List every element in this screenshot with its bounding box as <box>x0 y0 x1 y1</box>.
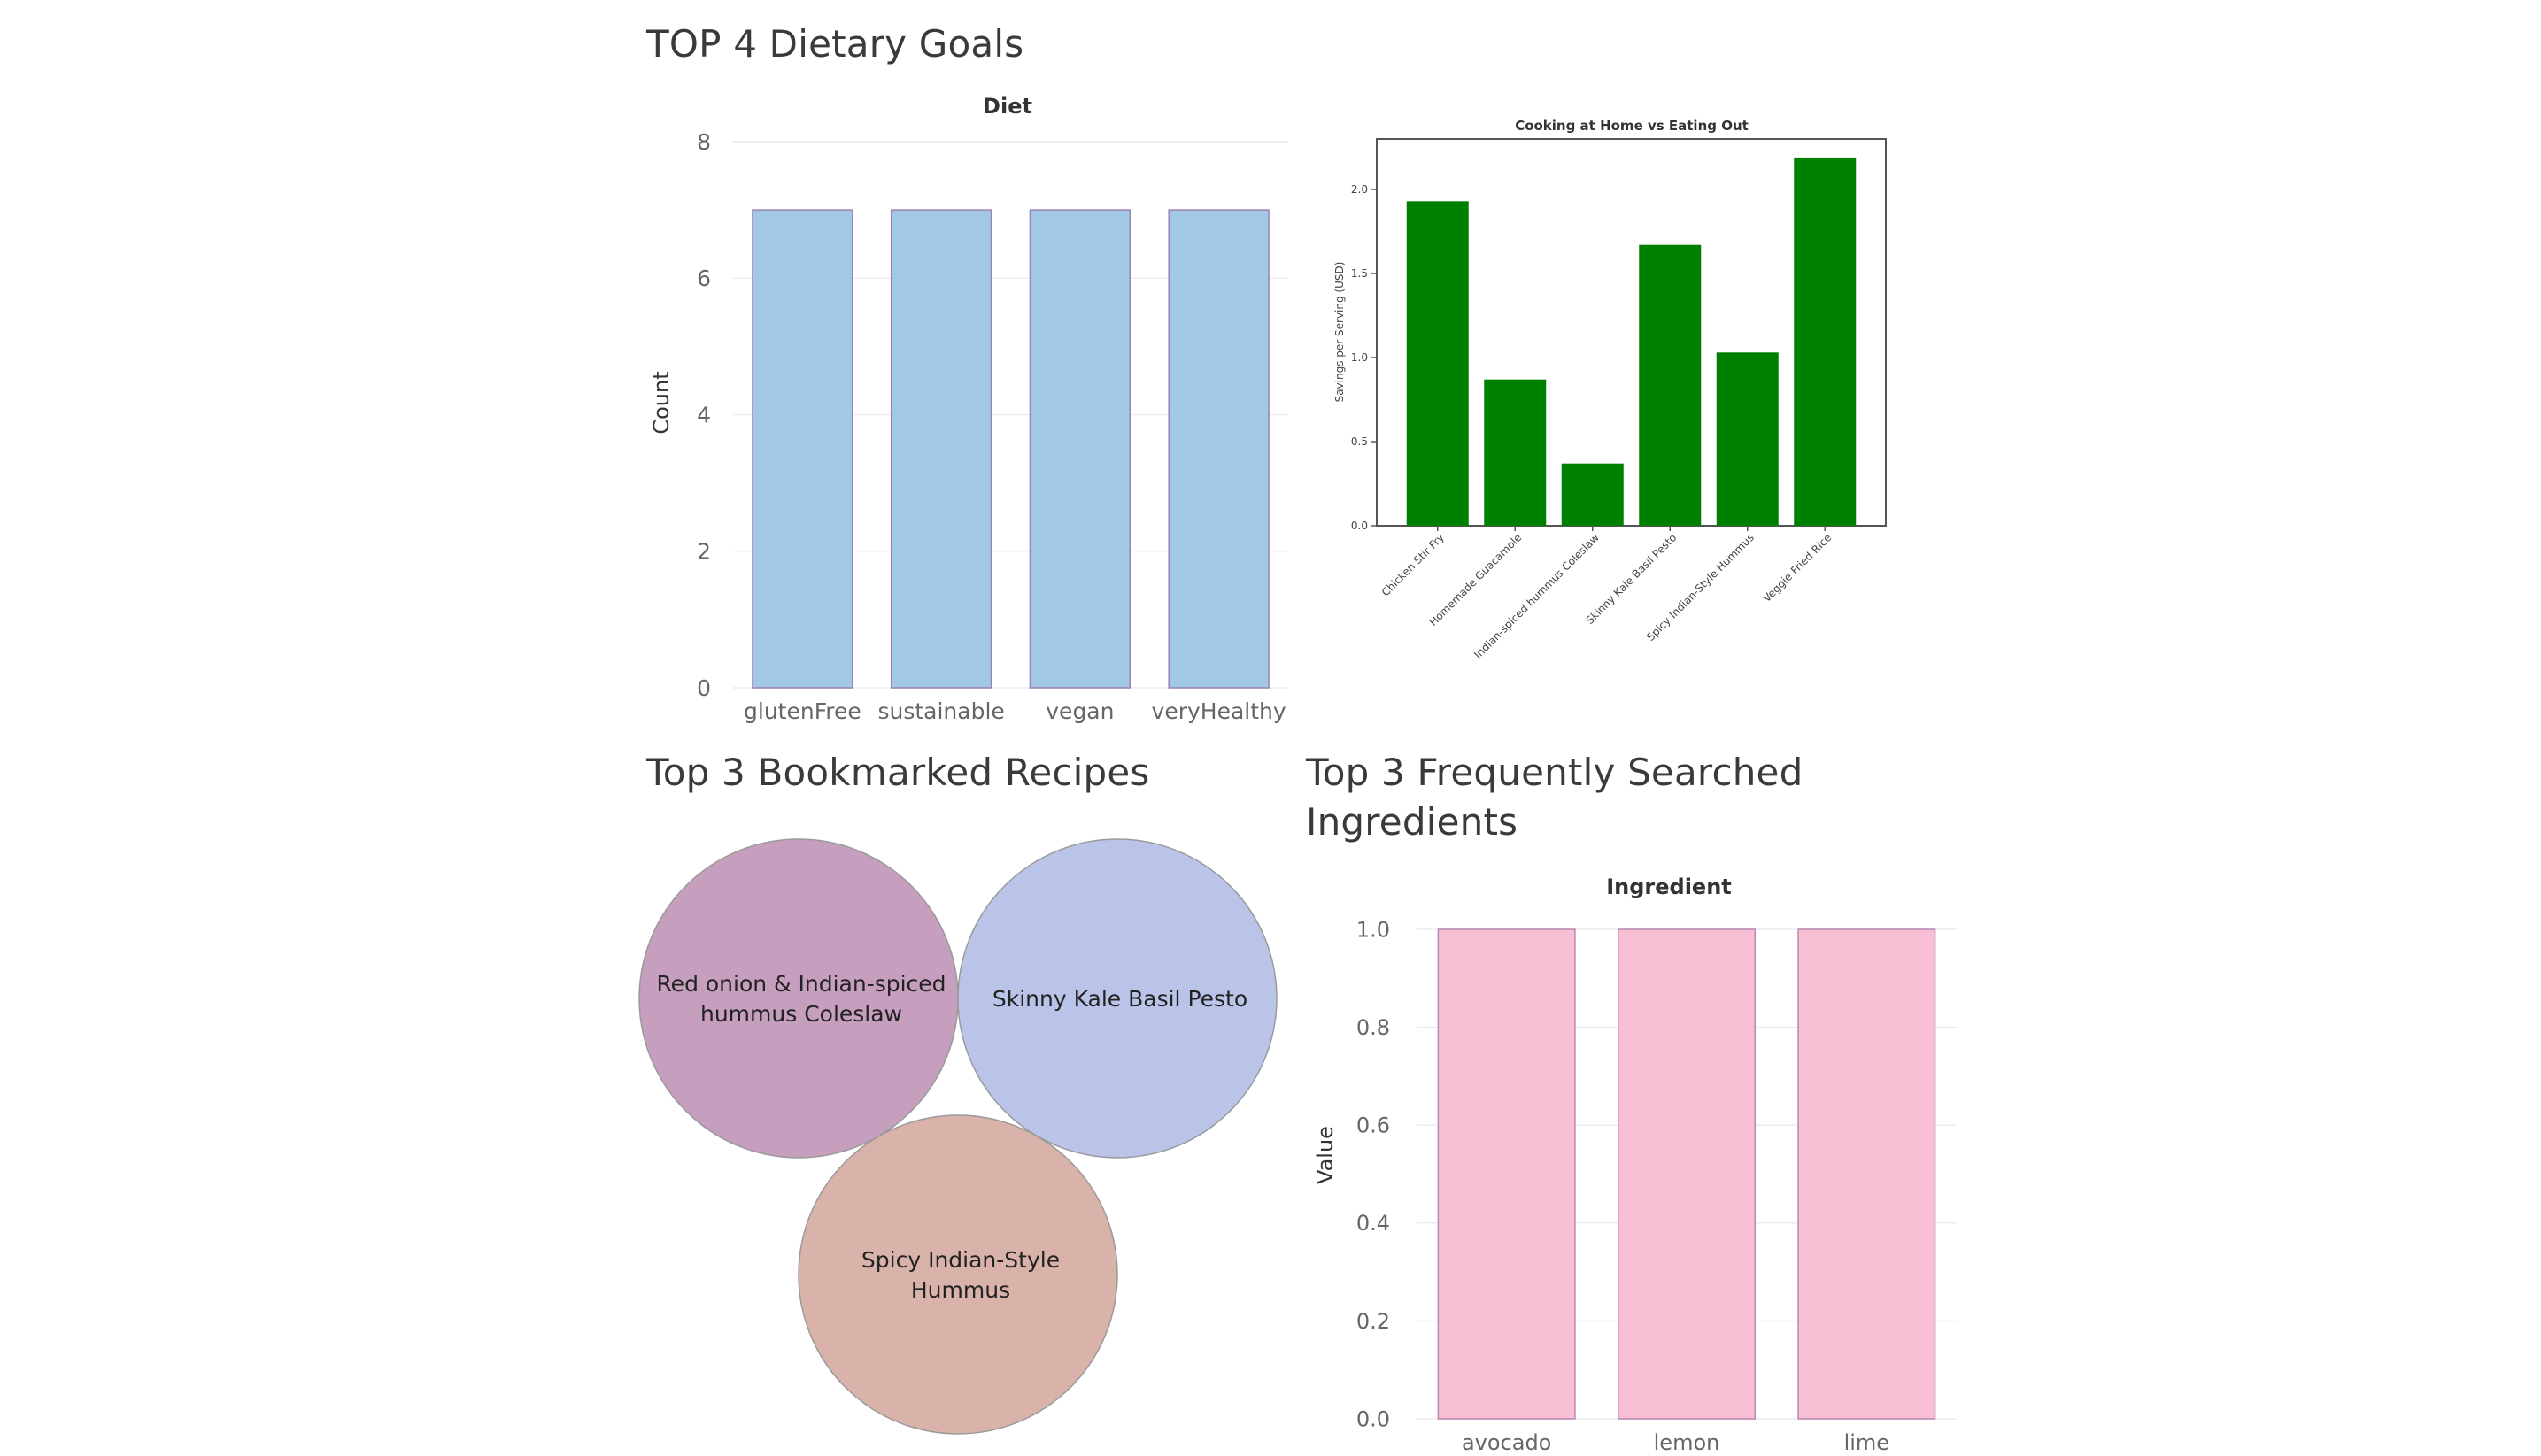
savings-y-tick-label: 2.0 <box>1351 183 1368 196</box>
savings-y-tick-label: 0.5 <box>1351 435 1368 448</box>
bookmark-bubble-label: hummus Coleslaw <box>700 1001 902 1027</box>
savings-chart-title: Cooking at Home vs Eating Out <box>1515 118 1749 134</box>
ingredients-y-tick-label: 0.8 <box>1356 1015 1390 1040</box>
ingredients-x-tick-label: avocado <box>1462 1430 1551 1455</box>
savings-bar-veggie-fried-rice <box>1794 157 1857 526</box>
diet-y-tick-label: 6 <box>697 266 711 291</box>
savings-bar-spicy-indian-style-hummus <box>1716 352 1779 526</box>
savings-plot-frame <box>1376 138 1887 527</box>
savings-y-tick-label: 1.5 <box>1351 267 1368 280</box>
bookmark-bubble-label: Red onion & Indian-spiced <box>656 971 946 997</box>
ingredients-y-tick-label: 0.4 <box>1356 1211 1390 1236</box>
diet-chart: Diet Count 0 2 4 6 8 glutenFree sustainable ve… <box>649 94 1288 724</box>
diet-y-tick-label: 0 <box>697 675 711 701</box>
savings-y-tick-label: 0.0 <box>1351 520 1368 532</box>
savings-x-tick-label: Veggie Fried Rice <box>1760 531 1834 605</box>
savings-bar-chicken-stir-fry <box>1406 201 1469 527</box>
diet-x-tick-label: sustainable <box>877 698 1004 724</box>
savings-x-tick-label: Chicken Stir Fry <box>1379 531 1447 598</box>
bookmark-bubble-label: Spicy Indian-Style <box>861 1247 1060 1273</box>
bookmark-bubble-label: Skinny Kale Basil Pesto <box>992 986 1247 1012</box>
diet-y-tick-label: 8 <box>697 129 711 155</box>
ingredients-x-tick-label: lime <box>1844 1430 1889 1455</box>
savings-bar-homemade-guacamole <box>1484 379 1547 526</box>
diet-bar-sustainable <box>890 209 992 689</box>
bookmarks-bubble-chart: Red onion & Indian-spiced hummus Coleslaw… <box>638 838 1278 1435</box>
diet-x-tick-label: glutenFree <box>744 698 861 724</box>
ingredients-bar-avocado <box>1437 928 1576 1420</box>
diet-chart-title: Diet <box>983 94 1032 119</box>
ingredients-chart-title: Ingredient <box>1606 874 1732 899</box>
ingredients-bar-lime <box>1797 928 1936 1420</box>
dietary-goals-title: TOP 4 Dietary Goals <box>646 22 1024 65</box>
diet-bar-veryhealthy <box>1168 209 1270 689</box>
savings-y-tick-label: 1.0 <box>1351 351 1368 364</box>
ingredients-y-tick-label: 0.6 <box>1356 1113 1390 1138</box>
diet-y-axis-label: Count <box>649 371 674 434</box>
savings-bar-skinny-kale-basil-pesto <box>1639 244 1702 526</box>
savings-y-axis-label: Savings per Serving (USD) <box>1333 262 1346 403</box>
savings-x-tick-label: Skinny Kale Basil Pesto <box>1584 531 1680 627</box>
savings-bar-red-onion-indian-spiced-hummus-coleslaw <box>1561 463 1624 526</box>
diet-bar-glutenfree <box>752 209 853 689</box>
ingredients-chart: Ingredient Value 0.0 0.2 0.4 0.6 0.8 1.0 avoc… <box>1313 874 1957 1455</box>
ingredients-x-tick-label: lemon <box>1654 1430 1720 1455</box>
diet-bar-vegan <box>1029 209 1131 689</box>
diet-x-tick-label: vegan <box>1046 698 1114 724</box>
ingredients-y-tick-label: 0.0 <box>1356 1406 1390 1431</box>
ingredients-bar-lemon <box>1617 928 1757 1420</box>
ingredients-y-tick-label: 0.2 <box>1356 1309 1390 1334</box>
bookmark-bubble-3 <box>798 1114 1118 1435</box>
diet-y-tick-label: 2 <box>697 539 711 565</box>
ingredients-title-line2: Ingredients <box>1306 800 1518 844</box>
bookmark-bubble-1 <box>638 838 959 1159</box>
ingredients-y-axis-label: Value <box>1313 1126 1338 1184</box>
ingredients-y-tick-label: 1.0 <box>1356 917 1390 942</box>
diet-y-tick-label: 4 <box>697 402 711 428</box>
diet-x-tick-label: veryHealthy <box>1152 698 1286 724</box>
ingredients-title-line1: Top 3 Frequently Searched <box>1306 751 1803 794</box>
bookmark-bubble-label: Hummus <box>911 1277 1010 1303</box>
bookmarked-recipes-title: Top 3 Bookmarked Recipes <box>646 751 1150 794</box>
bookmark-bubble-2 <box>957 838 1278 1159</box>
savings-chart: Cooking at Home vs Eating Out Savings pe… <box>1333 118 1887 659</box>
ingredients-title: Top 3 Frequently Searched Ingredients <box>1306 748 1803 847</box>
